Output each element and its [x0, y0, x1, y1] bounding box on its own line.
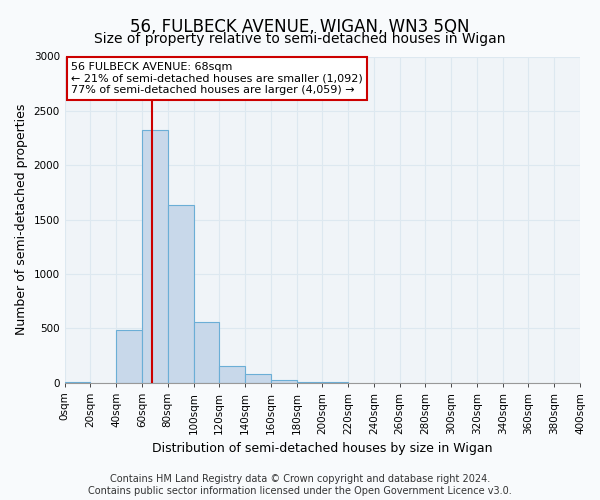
Bar: [193, 322, 219, 382]
Y-axis label: Number of semi-detached properties: Number of semi-detached properties: [15, 104, 28, 336]
X-axis label: Distribution of semi-detached houses by size in Wigan: Distribution of semi-detached houses by …: [152, 442, 493, 455]
Bar: [168, 206, 193, 382]
Bar: [245, 374, 271, 382]
Text: 56, FULBECK AVENUE, WIGAN, WN3 5QN: 56, FULBECK AVENUE, WIGAN, WN3 5QN: [130, 18, 470, 36]
Text: 56 FULBECK AVENUE: 68sqm
← 21% of semi-detached houses are smaller (1,092)
77% o: 56 FULBECK AVENUE: 68sqm ← 21% of semi-d…: [71, 62, 363, 95]
Bar: [271, 380, 296, 382]
Bar: [142, 130, 168, 382]
Text: Size of property relative to semi-detached houses in Wigan: Size of property relative to semi-detach…: [94, 32, 506, 46]
Bar: [116, 330, 142, 382]
Text: Contains HM Land Registry data © Crown copyright and database right 2024.
Contai: Contains HM Land Registry data © Crown c…: [88, 474, 512, 496]
Bar: [219, 366, 245, 382]
